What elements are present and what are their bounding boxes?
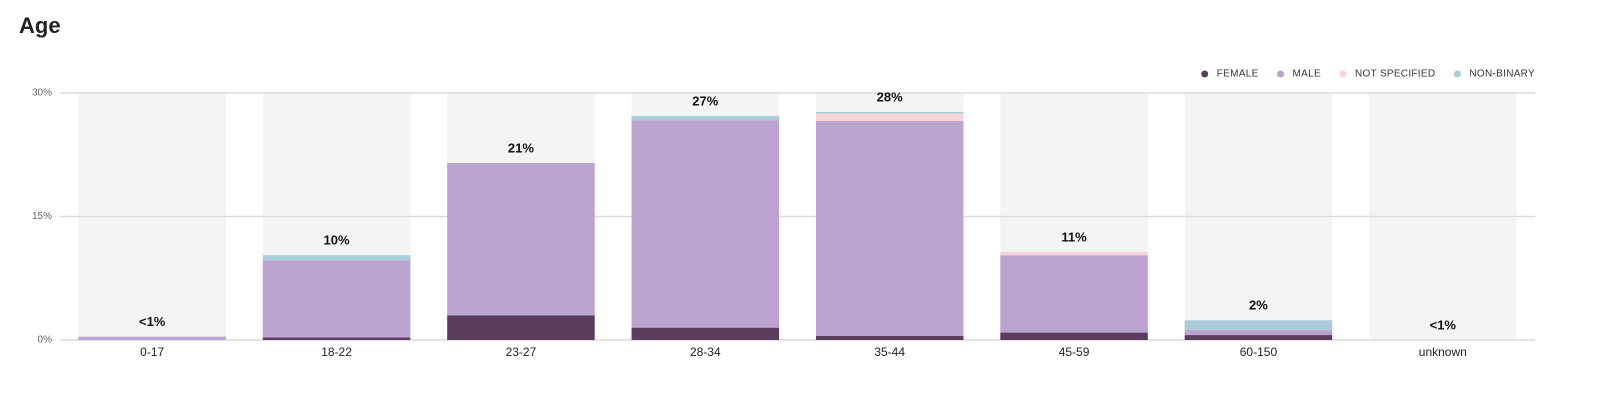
- x-tick-label: 23-27: [506, 345, 537, 359]
- x-tick-label: 45-59: [1059, 345, 1090, 359]
- bar-segment: [815, 120, 964, 336]
- total-label: <1%: [1430, 317, 1457, 332]
- total-label: 10%: [324, 233, 350, 248]
- bar-segment: [631, 327, 780, 340]
- bar-segment: [447, 315, 595, 340]
- bar-segment: [1000, 332, 1148, 340]
- legend-label: NON-BINARY: [1469, 69, 1535, 80]
- legend-marker: [1453, 70, 1461, 78]
- total-label: 2%: [1249, 298, 1268, 313]
- bar-segment: [262, 337, 411, 340]
- total-label: 28%: [877, 89, 903, 104]
- bar-segment: [631, 120, 780, 328]
- x-tick-label: 28-34: [690, 345, 721, 359]
- legend-marker: [1339, 70, 1347, 78]
- bar-segment: [1000, 251, 1148, 256]
- bar-segment: [1184, 330, 1333, 336]
- chart-title: Age: [19, 13, 61, 38]
- y-tick-label: 30%: [32, 88, 52, 99]
- bar-segment: [1184, 335, 1333, 340]
- total-label: 27%: [692, 93, 718, 108]
- total-label: 21%: [508, 140, 534, 155]
- legend-marker: [1277, 70, 1285, 78]
- bar-segment: [815, 335, 964, 340]
- bar-segment: [262, 255, 411, 261]
- bar-segment: [815, 113, 964, 121]
- legend-label: FEMALE: [1217, 69, 1259, 80]
- x-tick-label: 0-17: [140, 345, 164, 359]
- x-tick-label: 18-22: [321, 345, 352, 359]
- legend-label: NOT SPECIFIED: [1355, 69, 1435, 80]
- x-tick-label: 60-150: [1240, 345, 1278, 359]
- bar-segment: [631, 116, 780, 121]
- bar-segment: [78, 336, 226, 340]
- y-tick-label: 15%: [32, 211, 52, 222]
- bar-segment: [262, 260, 411, 338]
- x-tick-label: 35-44: [874, 345, 905, 359]
- legend-label: MALE: [1293, 69, 1321, 80]
- total-label: <1%: [139, 314, 166, 329]
- bar-segment: [1000, 255, 1148, 333]
- legend-marker: [1201, 70, 1209, 78]
- bar-segment: [1184, 320, 1333, 331]
- bar-segment: [815, 111, 964, 114]
- y-tick-label: 0%: [38, 335, 53, 346]
- total-label: 11%: [1061, 229, 1087, 244]
- x-tick-label: unknown: [1419, 345, 1467, 359]
- bar-segment: [447, 162, 595, 316]
